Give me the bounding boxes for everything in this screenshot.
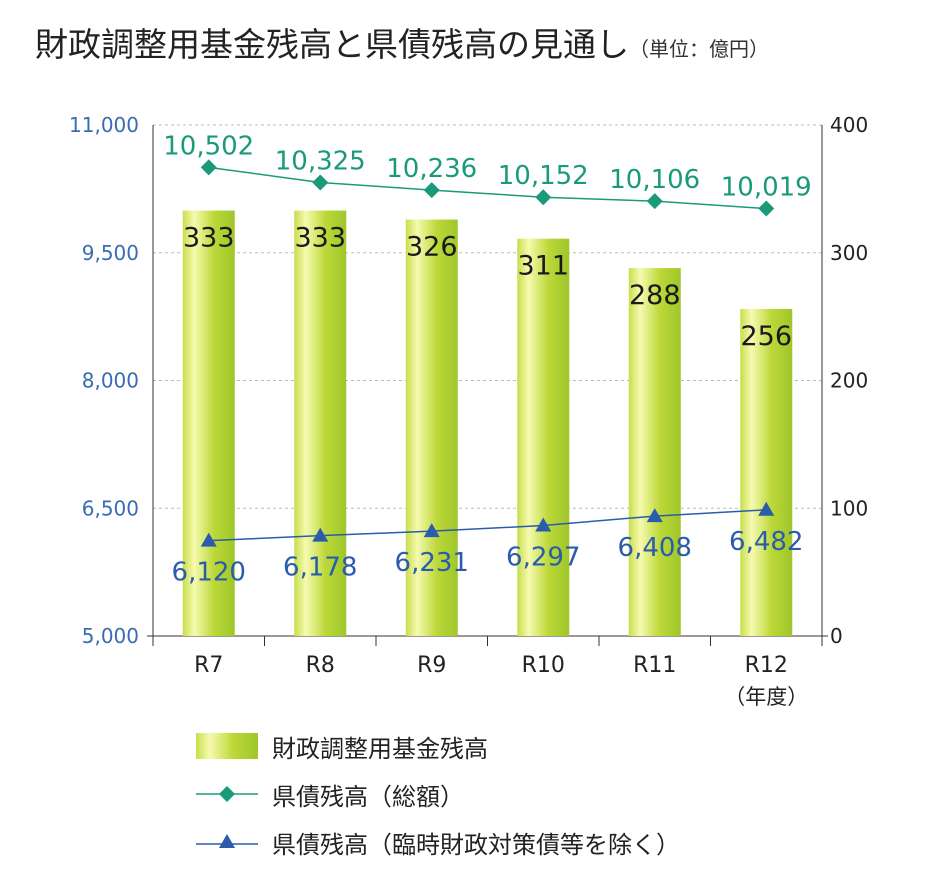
debt-total-value-label: 10,019 bbox=[721, 173, 812, 203]
legend-item-debt-total: 県債残高（総額） bbox=[196, 770, 680, 818]
marker-debt-excl bbox=[758, 501, 775, 516]
debt-excl-value-label: 6,231 bbox=[395, 548, 469, 578]
legend-label-debt-total: 県債残高（総額） bbox=[272, 782, 464, 811]
marker-debt-excl bbox=[646, 508, 663, 523]
bar-fund bbox=[740, 308, 793, 636]
x-axis-category-label: R7 bbox=[194, 653, 223, 678]
debt-excl-value-label: 6,408 bbox=[618, 533, 692, 563]
marker-debt-total bbox=[312, 174, 329, 191]
bar-value-label: 326 bbox=[406, 232, 458, 263]
left-axis-tick-label: 11,000 bbox=[69, 113, 139, 137]
marker-debt-total bbox=[646, 193, 663, 210]
x-axis-category-label: R8 bbox=[306, 653, 335, 678]
bar-value-label: 288 bbox=[629, 280, 681, 311]
bar-value-label: 333 bbox=[294, 223, 346, 254]
x-axis-unit-label: （年度） bbox=[724, 685, 808, 709]
right-axis-tick-label: 200 bbox=[830, 369, 868, 393]
x-axis-category-label: R11 bbox=[633, 653, 676, 678]
marker-debt-total bbox=[423, 182, 440, 199]
bar-fund bbox=[405, 219, 458, 636]
left-axis-tick-label: 6,500 bbox=[82, 496, 139, 520]
line-debt-excl bbox=[208, 509, 767, 542]
chart-title-main: 財政調整用基金残高と県債残高の見通し bbox=[35, 25, 629, 64]
legend: 財政調整用基金残高 県債残高（総額） 県債残高（臨時財政対策債等を除く） bbox=[196, 722, 680, 866]
debt-excl-value-label: 6,120 bbox=[172, 558, 246, 588]
right-axis-tick-label: 300 bbox=[830, 241, 868, 265]
legend-item-debt-excl: 県債残高（臨時財政対策債等を除く） bbox=[196, 818, 680, 866]
legend-label-debt-excl: 県債残高（臨時財政対策債等を除く） bbox=[272, 830, 680, 859]
marker-debt-excl bbox=[200, 532, 217, 547]
bar-fund bbox=[628, 268, 681, 636]
bar-fund bbox=[294, 210, 347, 636]
debt-total-value-label: 10,106 bbox=[609, 165, 700, 195]
right-axis-tick-label: 100 bbox=[830, 496, 868, 520]
debt-total-value-label: 10,325 bbox=[275, 146, 366, 176]
marker-debt-total bbox=[200, 159, 217, 176]
debt-total-value-label: 10,502 bbox=[163, 131, 254, 161]
right-axis-tick-label: 400 bbox=[830, 113, 868, 137]
right-axis-tick-label: 0 bbox=[830, 624, 843, 648]
legend-swatch-bar bbox=[196, 733, 258, 759]
legend-label-fund: 財政調整用基金残高 bbox=[272, 734, 488, 763]
x-axis-category-label: R9 bbox=[417, 653, 446, 678]
left-axis-tick-label: 9,500 bbox=[82, 241, 139, 265]
marker-debt-excl bbox=[535, 517, 552, 532]
left-axis-tick-label: 5,000 bbox=[82, 624, 139, 648]
bar-fund bbox=[517, 238, 570, 636]
line-debt-total bbox=[208, 166, 767, 210]
marker-debt-excl bbox=[312, 527, 329, 542]
bar-fund bbox=[182, 210, 235, 636]
legend-swatch-diamond-line bbox=[196, 786, 258, 802]
bar-value-label: 311 bbox=[517, 251, 569, 282]
legend-swatch-triangle-line bbox=[196, 834, 258, 848]
x-axis-category-label: R10 bbox=[522, 653, 565, 678]
debt-excl-value-label: 6,297 bbox=[506, 543, 580, 573]
debt-excl-value-label: 6,482 bbox=[729, 527, 803, 557]
left-axis-tick-label: 8,000 bbox=[82, 369, 139, 393]
marker-debt-total bbox=[758, 200, 775, 217]
x-axis-category-label: R12 bbox=[745, 653, 788, 678]
chart-title: 財政調整用基金残高と県債残高の見通し（単位：億円） bbox=[35, 18, 769, 66]
marker-debt-excl bbox=[423, 523, 440, 538]
legend-item-fund: 財政調整用基金残高 bbox=[196, 722, 680, 770]
bar-value-label: 256 bbox=[740, 321, 792, 352]
marker-debt-total bbox=[535, 189, 552, 206]
bar-value-label: 333 bbox=[183, 223, 235, 254]
debt-total-value-label: 10,236 bbox=[386, 154, 477, 184]
debt-total-value-label: 10,152 bbox=[498, 161, 589, 191]
chart-title-unit: （単位：億円） bbox=[629, 37, 769, 61]
debt-excl-value-label: 6,178 bbox=[283, 553, 357, 583]
